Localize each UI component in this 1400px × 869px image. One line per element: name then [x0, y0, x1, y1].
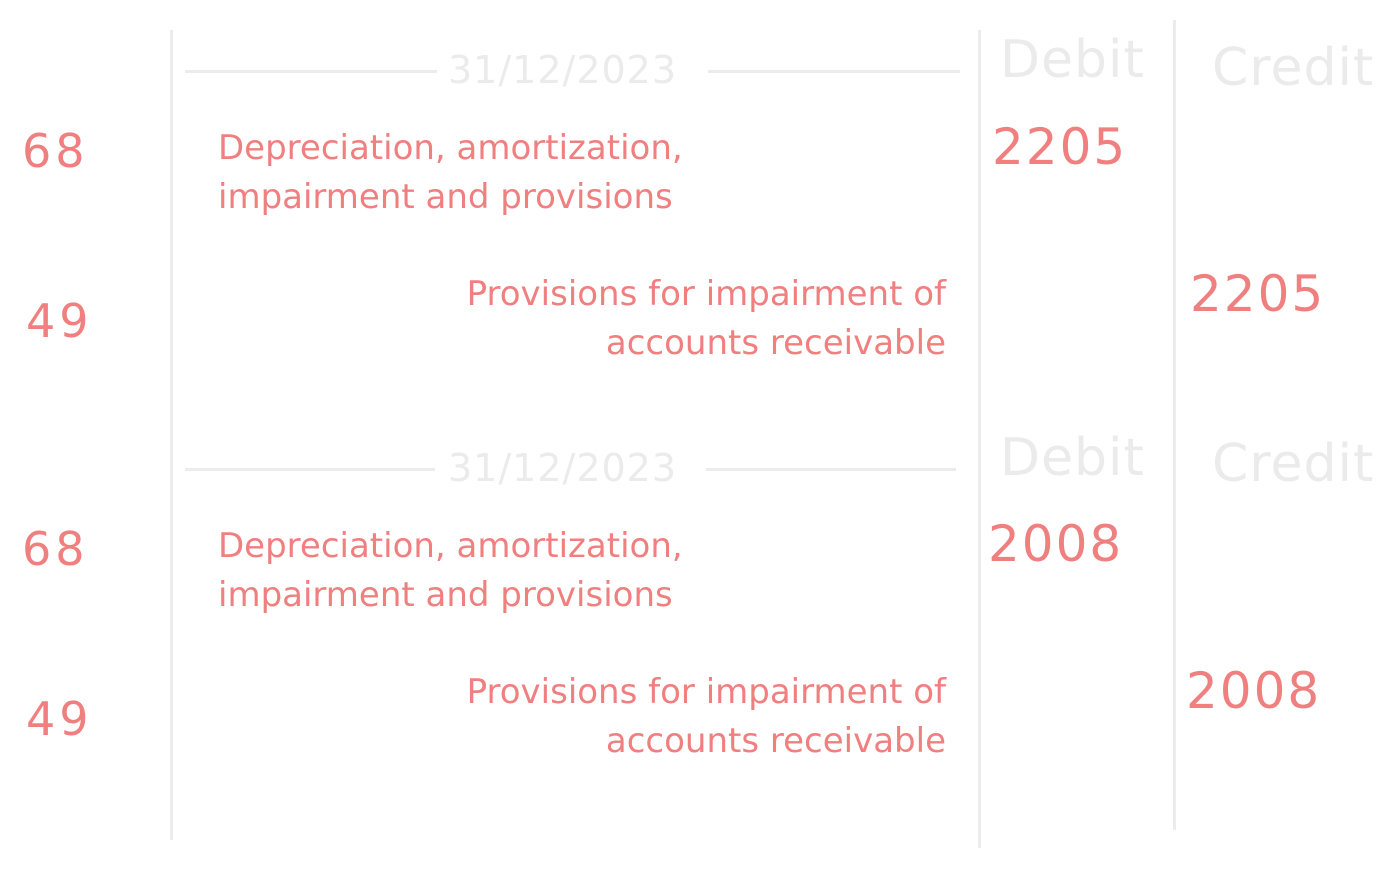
credit-account-number: 49: [26, 294, 93, 348]
debit-account-number: 68: [22, 124, 89, 178]
credit-column-rule: [1173, 20, 1176, 830]
entry-date: 31/12/2023: [448, 48, 678, 92]
debit-column-rule: [978, 30, 981, 848]
debit-amount: 2205: [992, 118, 1128, 176]
credit-amount: 2205: [1190, 265, 1326, 323]
credit-account-label: Provisions for impairment of accounts re…: [466, 274, 946, 363]
debit-column-header: Debit: [1000, 30, 1145, 90]
credit-account-label: Provisions for impairment of accounts re…: [466, 672, 946, 761]
date-rule-right: [708, 70, 960, 73]
left-margin-rule: [170, 30, 173, 840]
date-rule-left: [185, 70, 437, 73]
date-rule-left: [185, 468, 435, 471]
debit-account-number: 68: [22, 522, 89, 576]
credit-column-header: Credit: [1212, 434, 1375, 494]
date-rule-right: [706, 468, 956, 471]
debit-amount: 2008: [988, 515, 1124, 573]
debit-account-label: Depreciation, amortization, impairment a…: [218, 128, 683, 217]
credit-column-header: Credit: [1212, 38, 1375, 98]
credit-amount: 2008: [1186, 662, 1322, 720]
credit-account-number: 49: [26, 692, 93, 746]
entry-date: 31/12/2023: [448, 446, 678, 490]
debit-account-label: Depreciation, amortization, impairment a…: [218, 526, 683, 615]
debit-column-header: Debit: [1000, 428, 1145, 488]
